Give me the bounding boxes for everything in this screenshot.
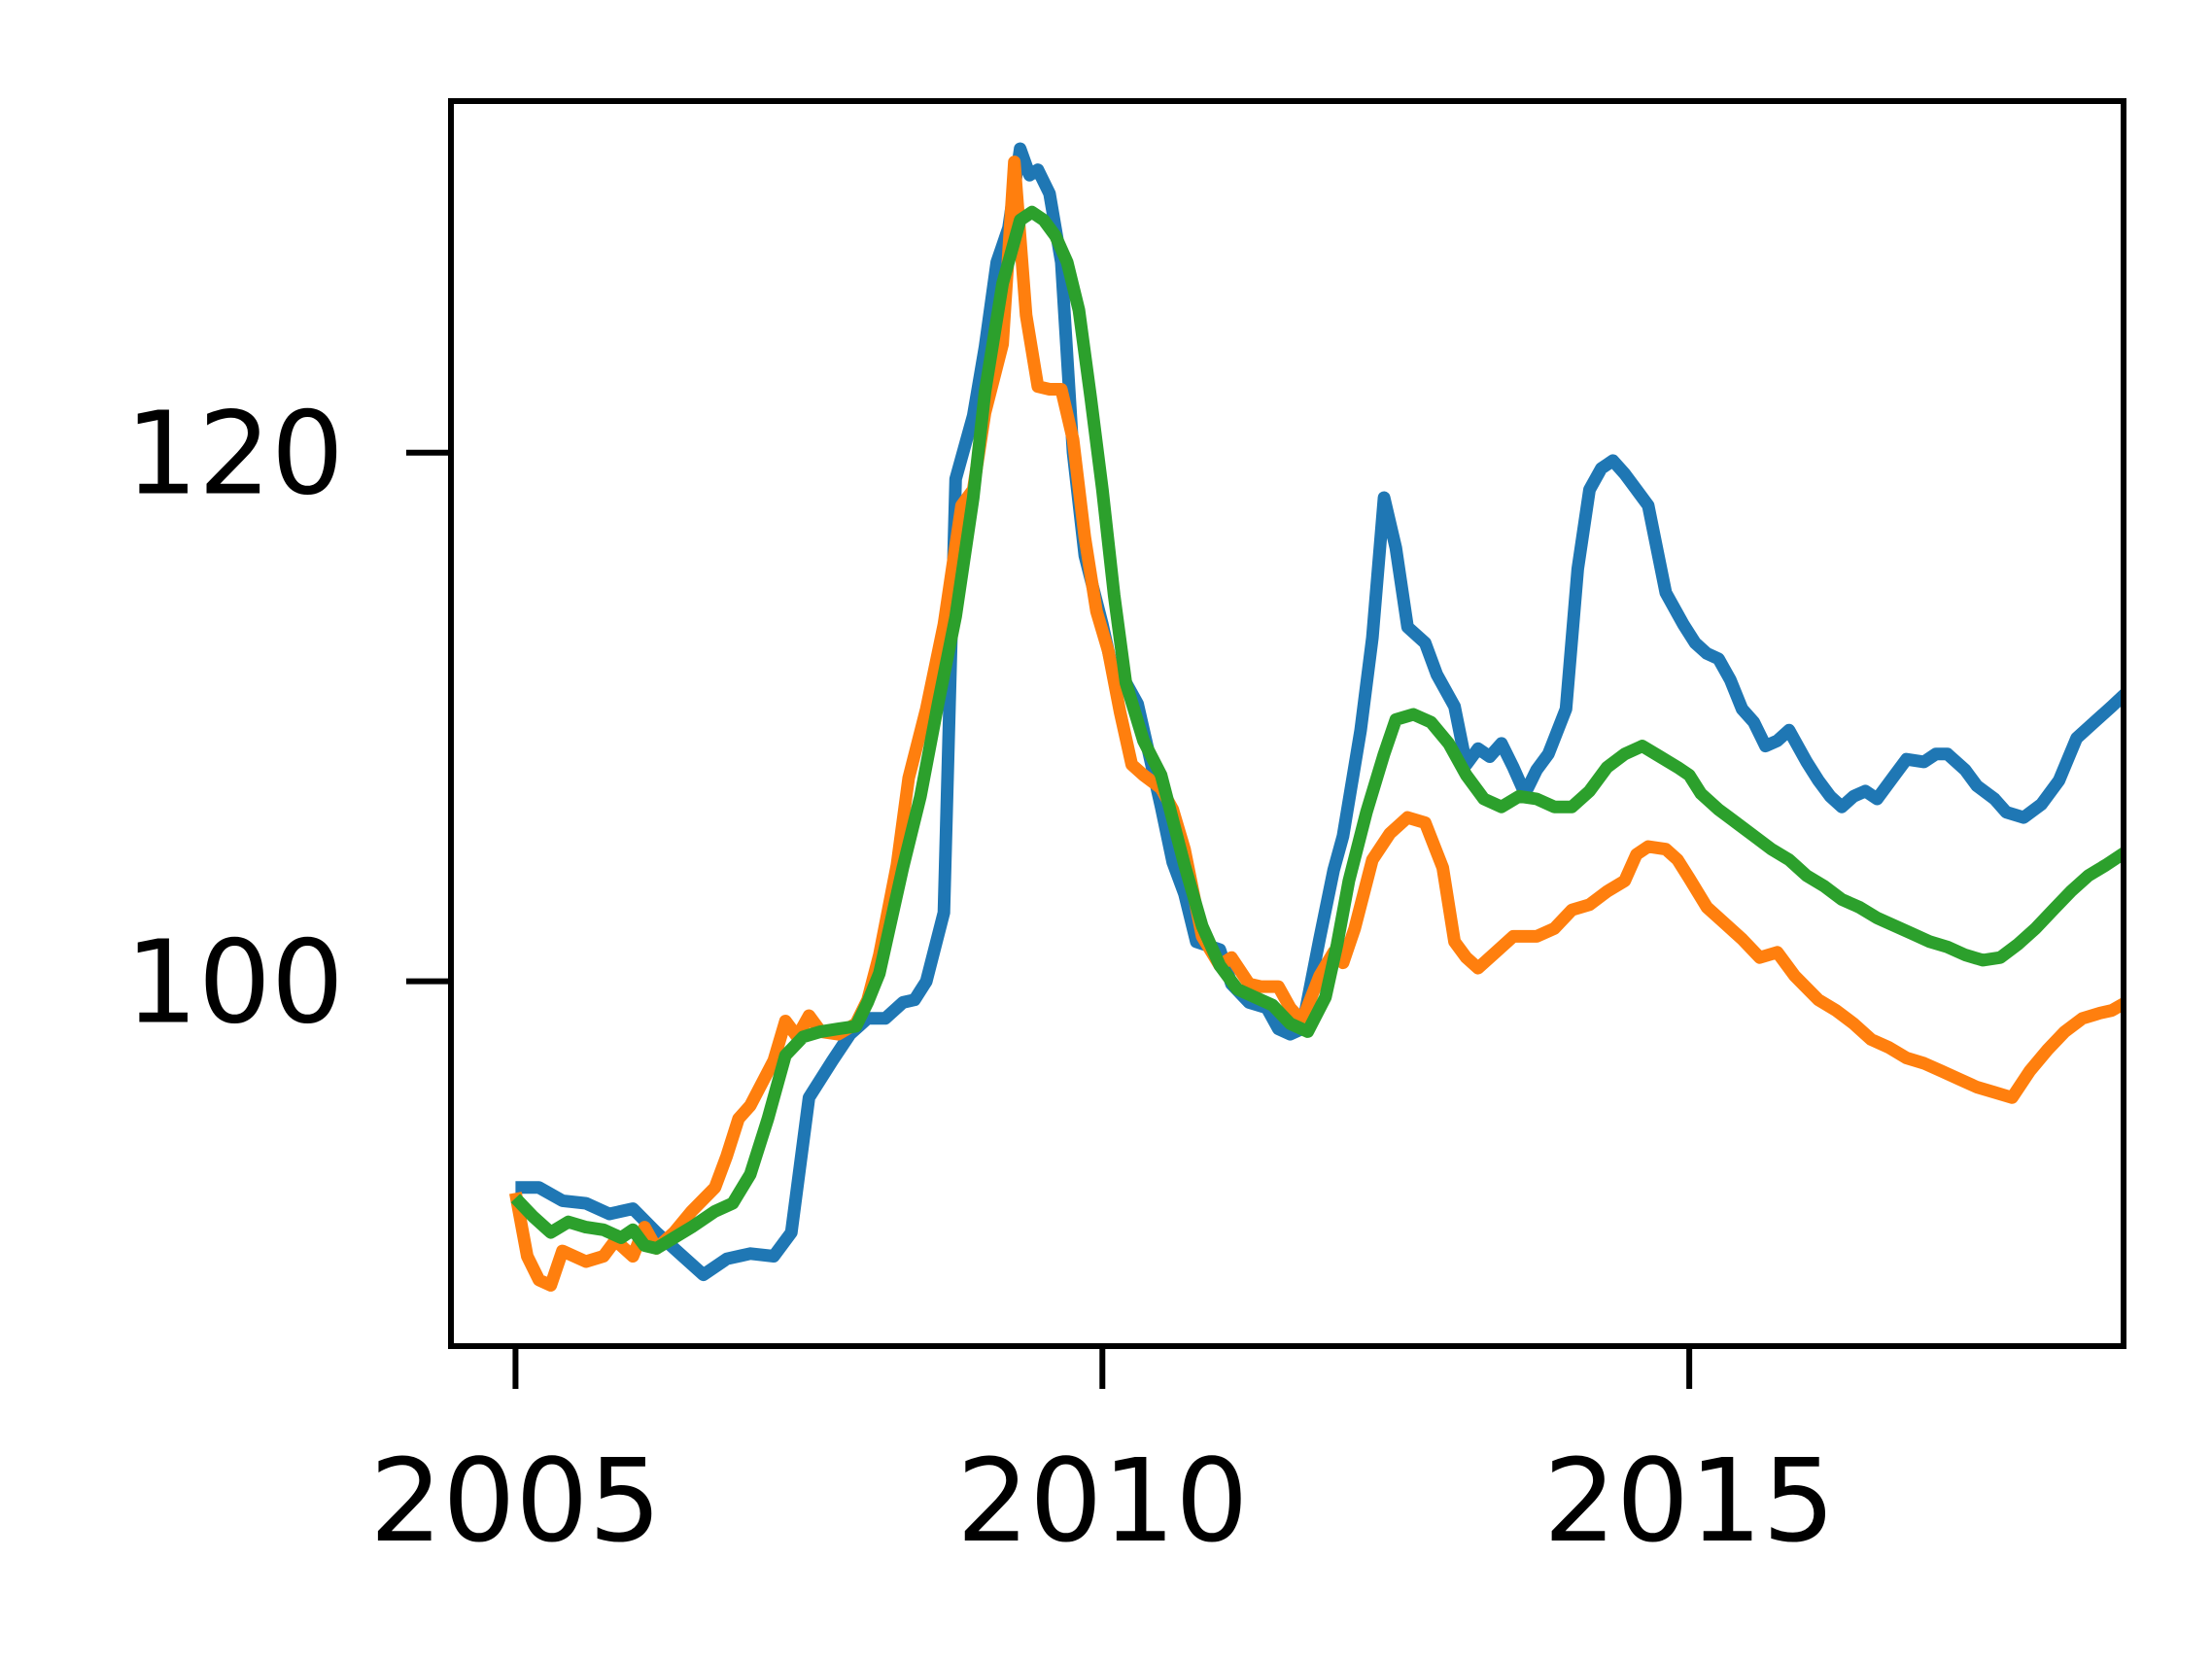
x-axis: 2005 2010 2015 — [369, 1346, 1835, 1568]
y-tick-label: 100 — [125, 916, 344, 1050]
plot-frame — [448, 98, 2126, 1349]
x-tick-label: 2015 — [1543, 1434, 1835, 1568]
series-line-2 — [509, 156, 2124, 1292]
series-line-3 — [510, 205, 2124, 1255]
plot-area — [509, 142, 2124, 1292]
y-tick-label: 120 — [125, 387, 344, 521]
y-axis: 100 120 — [125, 387, 451, 1050]
x-tick-label: 2005 — [369, 1434, 661, 1568]
x-tick-label: 2010 — [956, 1434, 1248, 1568]
series-line-1 — [515, 142, 2124, 1282]
